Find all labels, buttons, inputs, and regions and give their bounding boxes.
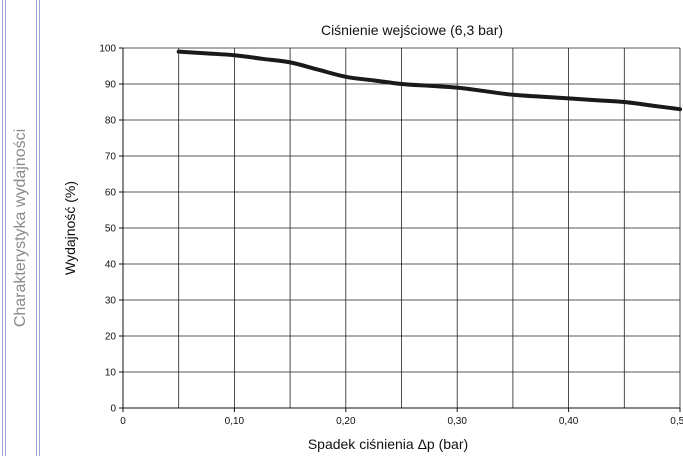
sidebar-panel: Charakterystyka wydajności bbox=[0, 0, 42, 456]
y-tick-label: 90 bbox=[105, 80, 117, 91]
chart-tick-labels: 0 10 20 30 40 50 60 70 80 90 100 0 0,10 0,20 0,30 0,40 0… bbox=[99, 44, 683, 428]
x-tick-label: 0,50 bbox=[670, 416, 683, 427]
y-tick-label: 80 bbox=[105, 116, 117, 127]
y-tick-label: 70 bbox=[105, 152, 117, 163]
x-tick-label: 0,20 bbox=[336, 416, 356, 427]
sidebar-border-line bbox=[39, 0, 40, 456]
x-tick-label: 0 bbox=[120, 416, 126, 427]
sidebar-border-line bbox=[5, 0, 6, 456]
chart-title: Ciśnienie wejściowe (6,3 bar) bbox=[321, 22, 503, 38]
x-tick-label: 0,30 bbox=[447, 416, 467, 427]
sidebar-border-line bbox=[36, 0, 37, 456]
y-tick-label: 40 bbox=[105, 260, 117, 271]
y-tick-label: 30 bbox=[105, 296, 117, 307]
y-tick-label: 50 bbox=[105, 224, 117, 235]
chart-y-axis-label: Wydajność (%) bbox=[62, 181, 78, 275]
y-tick-label: 60 bbox=[105, 188, 117, 199]
chart-x-axis-label: Spadek ciśnienia Δp (bar) bbox=[308, 436, 468, 452]
sidebar-border-line bbox=[2, 0, 3, 456]
y-tick-label: 10 bbox=[105, 368, 117, 379]
x-tick-label: 0,10 bbox=[225, 416, 245, 427]
y-tick-label: 20 bbox=[105, 332, 117, 343]
chart-series bbox=[176, 49, 682, 112]
y-tick-label: 0 bbox=[110, 404, 116, 415]
chart-axes bbox=[119, 47, 681, 412]
x-tick-label: 0,40 bbox=[559, 416, 579, 427]
efficiency-line bbox=[176, 49, 682, 112]
y-tick-label: 100 bbox=[99, 44, 116, 55]
